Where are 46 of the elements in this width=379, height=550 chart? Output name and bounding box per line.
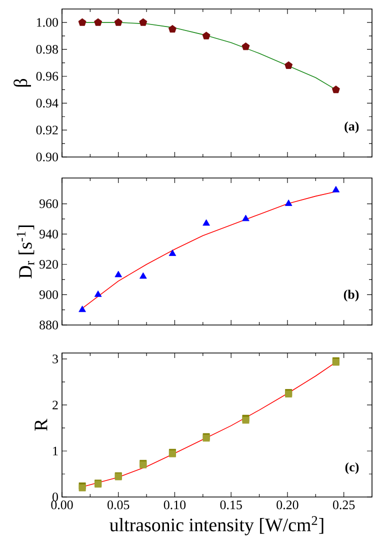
point [242, 42, 250, 50]
x-tick-label: 0.15 [220, 500, 242, 510]
y-tick-label: 0.90 [36, 152, 58, 162]
point [168, 250, 176, 256]
y-axis-title: β [14, 78, 31, 87]
point [78, 306, 86, 312]
point [332, 186, 340, 192]
y-tick-label: 2 [52, 400, 58, 410]
point [114, 18, 122, 26]
y-tick-label: 960 [39, 199, 58, 208]
y-axis-title: R [34, 418, 48, 431]
x-tick-label: 0.25 [332, 500, 355, 510]
y-tick-label: 900 [39, 290, 58, 300]
point [332, 86, 340, 94]
point [168, 24, 176, 33]
x-tick-label: 0.05 [108, 500, 130, 510]
y-tick-label: 0.94 [36, 98, 58, 108]
x-axis-title: ultrasonic intensity [W/cm$^{2}$] [110, 516, 324, 536]
y-tick-label: 940 [39, 230, 58, 238]
point [94, 290, 102, 297]
point [284, 61, 293, 69]
x-tick-label: 0.10 [164, 500, 186, 510]
point [78, 18, 86, 26]
point [94, 18, 102, 26]
y-tick-label: 1 [53, 446, 58, 456]
x-tick-label: 0.00 [51, 500, 73, 510]
annotation: (c) [345, 462, 359, 474]
y-tick-label: 3 [52, 354, 58, 364]
x-tick-label: 0.20 [276, 500, 298, 510]
y-tick-label: 1.00 [36, 18, 58, 27]
y-tick-label: 920 [39, 260, 58, 269]
point [242, 214, 250, 222]
y-tick-label: 0.96 [36, 72, 58, 81]
annotation: (a) [344, 122, 359, 134]
y-tick-label: 0.92 [36, 126, 58, 134]
y-tick-label: 0 [52, 492, 58, 502]
y-axis-title: D$_{r}$ [s$^{-1}$] [16, 226, 34, 278]
point [284, 200, 292, 206]
annotation: (b) [344, 290, 359, 302]
point [139, 18, 148, 26]
point [140, 272, 147, 279]
point [202, 32, 210, 40]
y-tick-label: 880 [40, 320, 58, 330]
point [202, 219, 210, 226]
point [114, 270, 122, 278]
y-tick-label: 0.98 [36, 44, 58, 54]
